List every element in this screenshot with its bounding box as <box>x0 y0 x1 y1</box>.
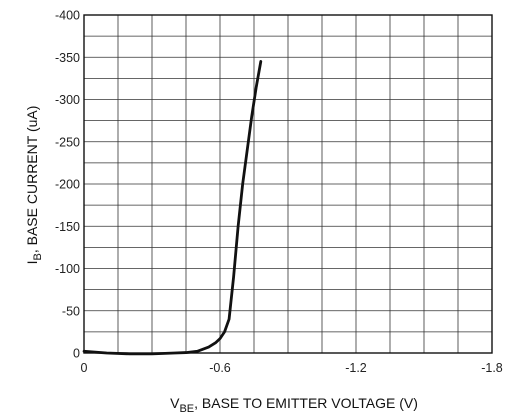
y-axis-title: IB, BASE CURRENT (uA) <box>24 106 44 265</box>
x-tick-label: 0 <box>81 361 88 375</box>
y-tick-label: -150 <box>55 220 80 234</box>
y-axis-title-prefix: I <box>24 261 40 265</box>
base-current-curve <box>82 60 263 356</box>
x-tick-label: -0.6 <box>209 361 231 375</box>
grid-lines <box>84 15 492 353</box>
x-axis-title-prefix: V <box>170 395 180 411</box>
y-tick-label: -100 <box>55 262 80 276</box>
y-tick-label: -300 <box>55 93 80 107</box>
x-axis-title-rest: , BASE TO EMITTER VOLTAGE (V) <box>194 395 418 411</box>
y-tick-label: -50 <box>62 304 80 318</box>
x-tick-label: -1.8 <box>481 361 503 375</box>
y-tick-label: -250 <box>55 135 80 149</box>
x-axis-title-subscript: BE <box>179 403 194 415</box>
y-tick-label: -350 <box>55 51 80 65</box>
y-tick-labels: 0 -50 -100 -150 -200 -250 -300 -350 -400 <box>55 9 80 361</box>
y-axis-title-rest: , BASE CURRENT (uA) <box>24 106 40 254</box>
y-axis-title-subscript: B <box>32 253 44 260</box>
y-tick-label: -200 <box>55 178 80 192</box>
plot-frame <box>83 14 493 354</box>
y-tick-label: 0 <box>73 347 80 361</box>
x-tick-labels: 0 -0.6 -1.2 -1.8 <box>81 361 503 375</box>
y-tick-label: -400 <box>55 9 80 23</box>
x-tick-label: -1.2 <box>345 361 367 375</box>
x-axis-title: VBE, BASE TO EMITTER VOLTAGE (V) <box>170 395 418 415</box>
